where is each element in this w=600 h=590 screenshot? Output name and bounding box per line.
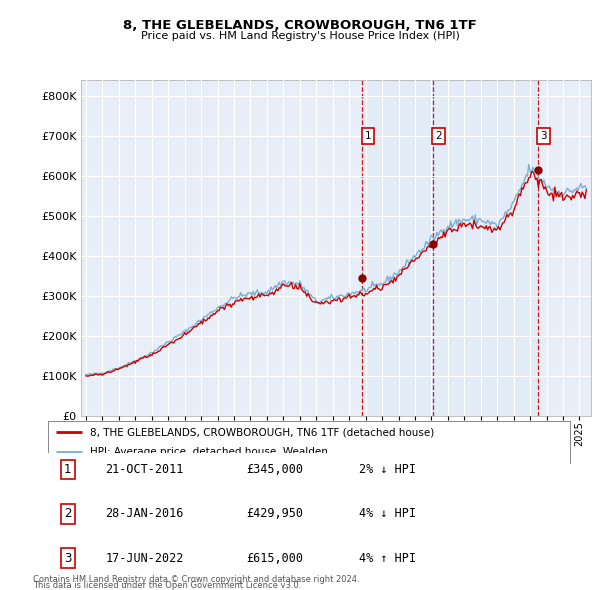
Text: 8, THE GLEBELANDS, CROWBOROUGH, TN6 1TF (detached house): 8, THE GLEBELANDS, CROWBOROUGH, TN6 1TF … <box>90 427 434 437</box>
Text: 21-OCT-2011: 21-OCT-2011 <box>106 463 184 476</box>
Text: 1: 1 <box>365 131 371 140</box>
Text: 3: 3 <box>64 552 71 565</box>
Text: 1: 1 <box>64 463 71 476</box>
Text: £429,950: £429,950 <box>247 507 304 520</box>
Text: 2: 2 <box>64 507 71 520</box>
Text: Contains HM Land Registry data © Crown copyright and database right 2024.: Contains HM Land Registry data © Crown c… <box>33 575 359 584</box>
Text: This data is licensed under the Open Government Licence v3.0.: This data is licensed under the Open Gov… <box>33 581 301 590</box>
Text: 4% ↓ HPI: 4% ↓ HPI <box>359 507 416 520</box>
Text: 2: 2 <box>435 131 442 140</box>
Text: 2% ↓ HPI: 2% ↓ HPI <box>359 463 416 476</box>
Text: 3: 3 <box>540 131 547 140</box>
Bar <box>362 80 538 416</box>
Text: HPI: Average price, detached house, Wealden: HPI: Average price, detached house, Weal… <box>90 447 328 457</box>
Text: Price paid vs. HM Land Registry's House Price Index (HPI): Price paid vs. HM Land Registry's House … <box>140 31 460 41</box>
Text: 8, THE GLEBELANDS, CROWBOROUGH, TN6 1TF: 8, THE GLEBELANDS, CROWBOROUGH, TN6 1TF <box>123 19 477 32</box>
Text: £345,000: £345,000 <box>247 463 304 476</box>
Text: 4% ↑ HPI: 4% ↑ HPI <box>359 552 416 565</box>
Text: 28-JAN-2016: 28-JAN-2016 <box>106 507 184 520</box>
Text: 17-JUN-2022: 17-JUN-2022 <box>106 552 184 565</box>
Text: £615,000: £615,000 <box>247 552 304 565</box>
